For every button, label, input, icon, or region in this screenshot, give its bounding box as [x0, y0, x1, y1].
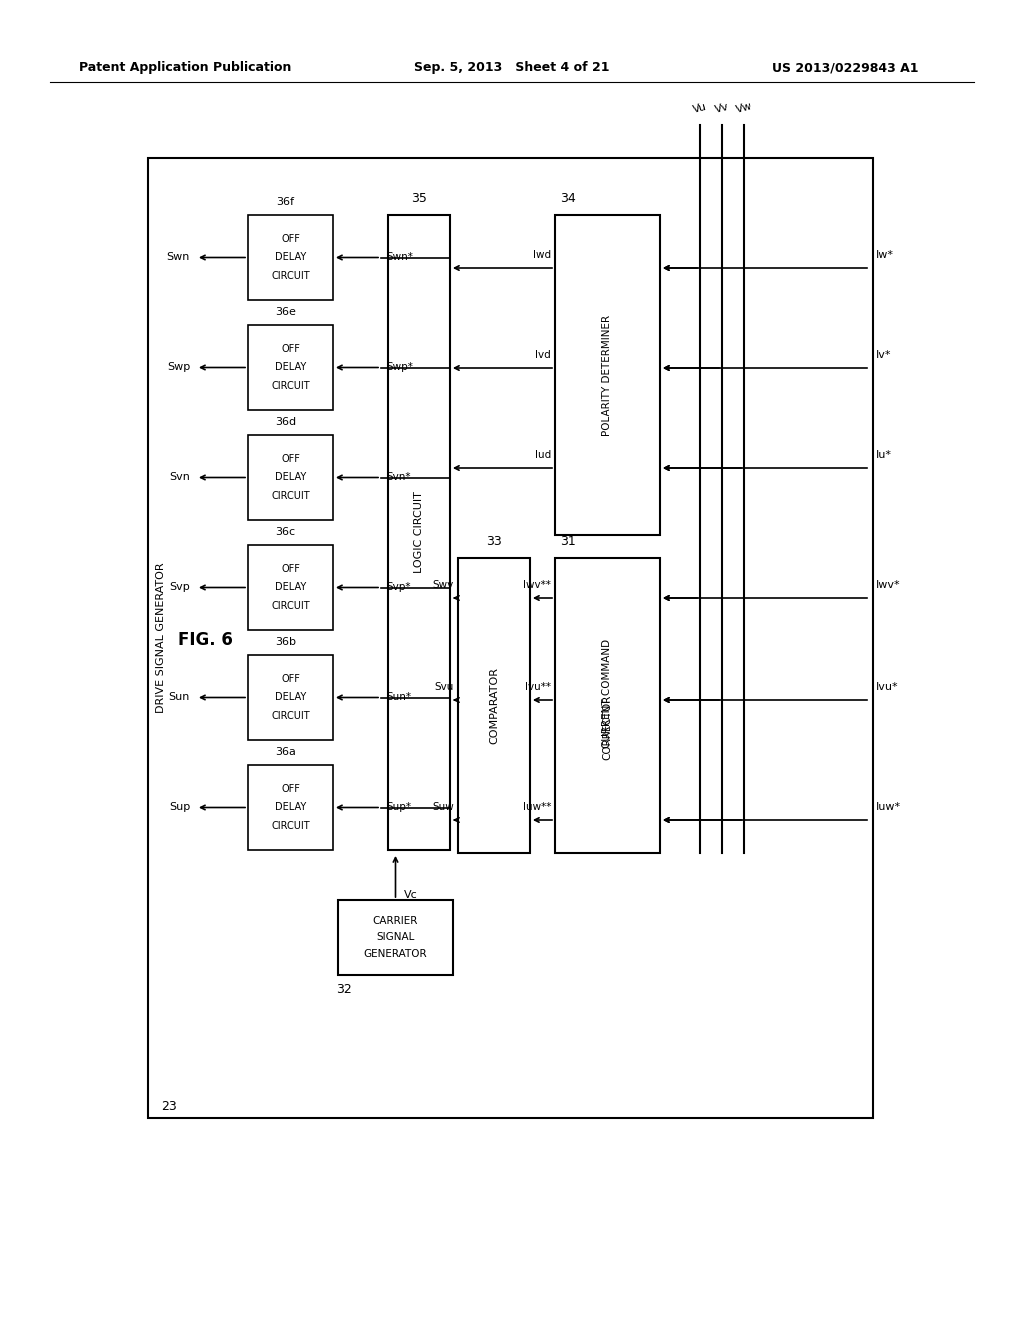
Text: Svu: Svu — [434, 682, 454, 692]
Text: Sep. 5, 2013   Sheet 4 of 21: Sep. 5, 2013 Sheet 4 of 21 — [415, 62, 609, 74]
Text: Iv*: Iv* — [876, 350, 892, 360]
Text: COMPARATOR: COMPARATOR — [489, 667, 499, 744]
Text: DELAY: DELAY — [274, 363, 306, 372]
Text: CIRCUIT: CIRCUIT — [271, 491, 310, 502]
Text: Svn: Svn — [169, 473, 190, 483]
Text: DELAY: DELAY — [274, 582, 306, 593]
Text: Vc: Vc — [403, 890, 417, 900]
Bar — [338, 900, 453, 975]
Text: CIRCUIT: CIRCUIT — [271, 821, 310, 832]
Text: OFF: OFF — [281, 343, 300, 354]
Text: 33: 33 — [486, 535, 502, 548]
Text: Suw: Suw — [432, 803, 454, 812]
Text: 36c: 36c — [275, 527, 296, 537]
Text: DRIVE SIGNAL GENERATOR: DRIVE SIGNAL GENERATOR — [156, 562, 166, 713]
Text: DELAY: DELAY — [274, 252, 306, 263]
Text: DELAY: DELAY — [274, 473, 306, 483]
Bar — [248, 545, 333, 630]
Text: Swn: Swn — [167, 252, 190, 263]
Bar — [248, 655, 333, 741]
Text: GENERATOR: GENERATOR — [364, 949, 427, 960]
Bar — [248, 215, 333, 300]
Text: 36a: 36a — [275, 747, 296, 756]
Text: CORRECTOR: CORRECTOR — [602, 694, 612, 760]
Text: LOGIC CIRCUIT: LOGIC CIRCUIT — [414, 491, 424, 573]
Text: Sun: Sun — [169, 693, 190, 702]
Text: CIRCUIT: CIRCUIT — [271, 381, 310, 391]
Bar — [388, 215, 450, 850]
Text: Svp*: Svp* — [386, 582, 411, 593]
Text: Iud: Iud — [535, 450, 551, 459]
Text: Ivu*: Ivu* — [876, 682, 899, 692]
Text: OFF: OFF — [281, 673, 300, 684]
Text: Iwv**: Iwv** — [523, 579, 551, 590]
Text: POLARITY DETERMINER: POLARITY DETERMINER — [602, 314, 612, 436]
Text: Iu*: Iu* — [876, 450, 892, 459]
Text: Iuw*: Iuw* — [876, 803, 901, 812]
Text: Iwd: Iwd — [532, 249, 551, 260]
Bar — [248, 325, 333, 411]
Text: Iuw**: Iuw** — [522, 803, 551, 812]
Text: Vw: Vw — [734, 102, 754, 115]
Bar — [248, 436, 333, 520]
Bar — [458, 558, 530, 853]
Text: 34: 34 — [560, 191, 575, 205]
Text: FIG. 6: FIG. 6 — [177, 631, 232, 649]
Text: 36f: 36f — [276, 197, 295, 207]
Text: Patent Application Publication: Patent Application Publication — [79, 62, 291, 74]
Text: OFF: OFF — [281, 784, 300, 793]
Text: 23: 23 — [161, 1100, 177, 1113]
Text: Svn*: Svn* — [386, 473, 411, 483]
Text: Iwv*: Iwv* — [876, 579, 901, 590]
Text: OFF: OFF — [281, 234, 300, 244]
Text: CIRCUIT: CIRCUIT — [271, 271, 310, 281]
Text: Vu: Vu — [692, 102, 708, 115]
Text: 36b: 36b — [275, 638, 296, 647]
Text: CARRIER: CARRIER — [373, 916, 418, 927]
Text: CIRCUIT: CIRCUIT — [271, 601, 310, 611]
Text: Swn*: Swn* — [386, 252, 413, 263]
Text: Ivd: Ivd — [536, 350, 551, 360]
Text: Swv: Swv — [433, 579, 454, 590]
Text: DELAY: DELAY — [274, 803, 306, 813]
Text: 32: 32 — [336, 983, 352, 997]
Text: OFF: OFF — [281, 454, 300, 463]
Text: Vv: Vv — [714, 102, 730, 115]
Text: Svp: Svp — [169, 582, 190, 593]
Bar — [555, 558, 660, 853]
Bar — [248, 766, 333, 850]
Bar — [555, 215, 660, 535]
Text: Sup*: Sup* — [386, 803, 411, 813]
Text: Ivu**: Ivu** — [525, 682, 551, 692]
Text: CIRCUIT: CIRCUIT — [271, 711, 310, 721]
Bar — [148, 158, 873, 1118]
Text: 36e: 36e — [275, 308, 296, 317]
Text: Swp: Swp — [167, 363, 190, 372]
Text: 35: 35 — [411, 191, 427, 205]
Text: Iw*: Iw* — [876, 249, 894, 260]
Text: CURRENT COMMAND: CURRENT COMMAND — [602, 639, 612, 748]
Text: US 2013/0229843 A1: US 2013/0229843 A1 — [772, 62, 919, 74]
Text: OFF: OFF — [281, 564, 300, 574]
Text: Sup: Sup — [169, 803, 190, 813]
Text: DELAY: DELAY — [274, 693, 306, 702]
Text: SIGNAL: SIGNAL — [376, 932, 415, 942]
Text: 36d: 36d — [274, 417, 296, 426]
Text: Sun*: Sun* — [386, 693, 411, 702]
Text: Swp*: Swp* — [386, 363, 413, 372]
Text: 31: 31 — [560, 535, 575, 548]
